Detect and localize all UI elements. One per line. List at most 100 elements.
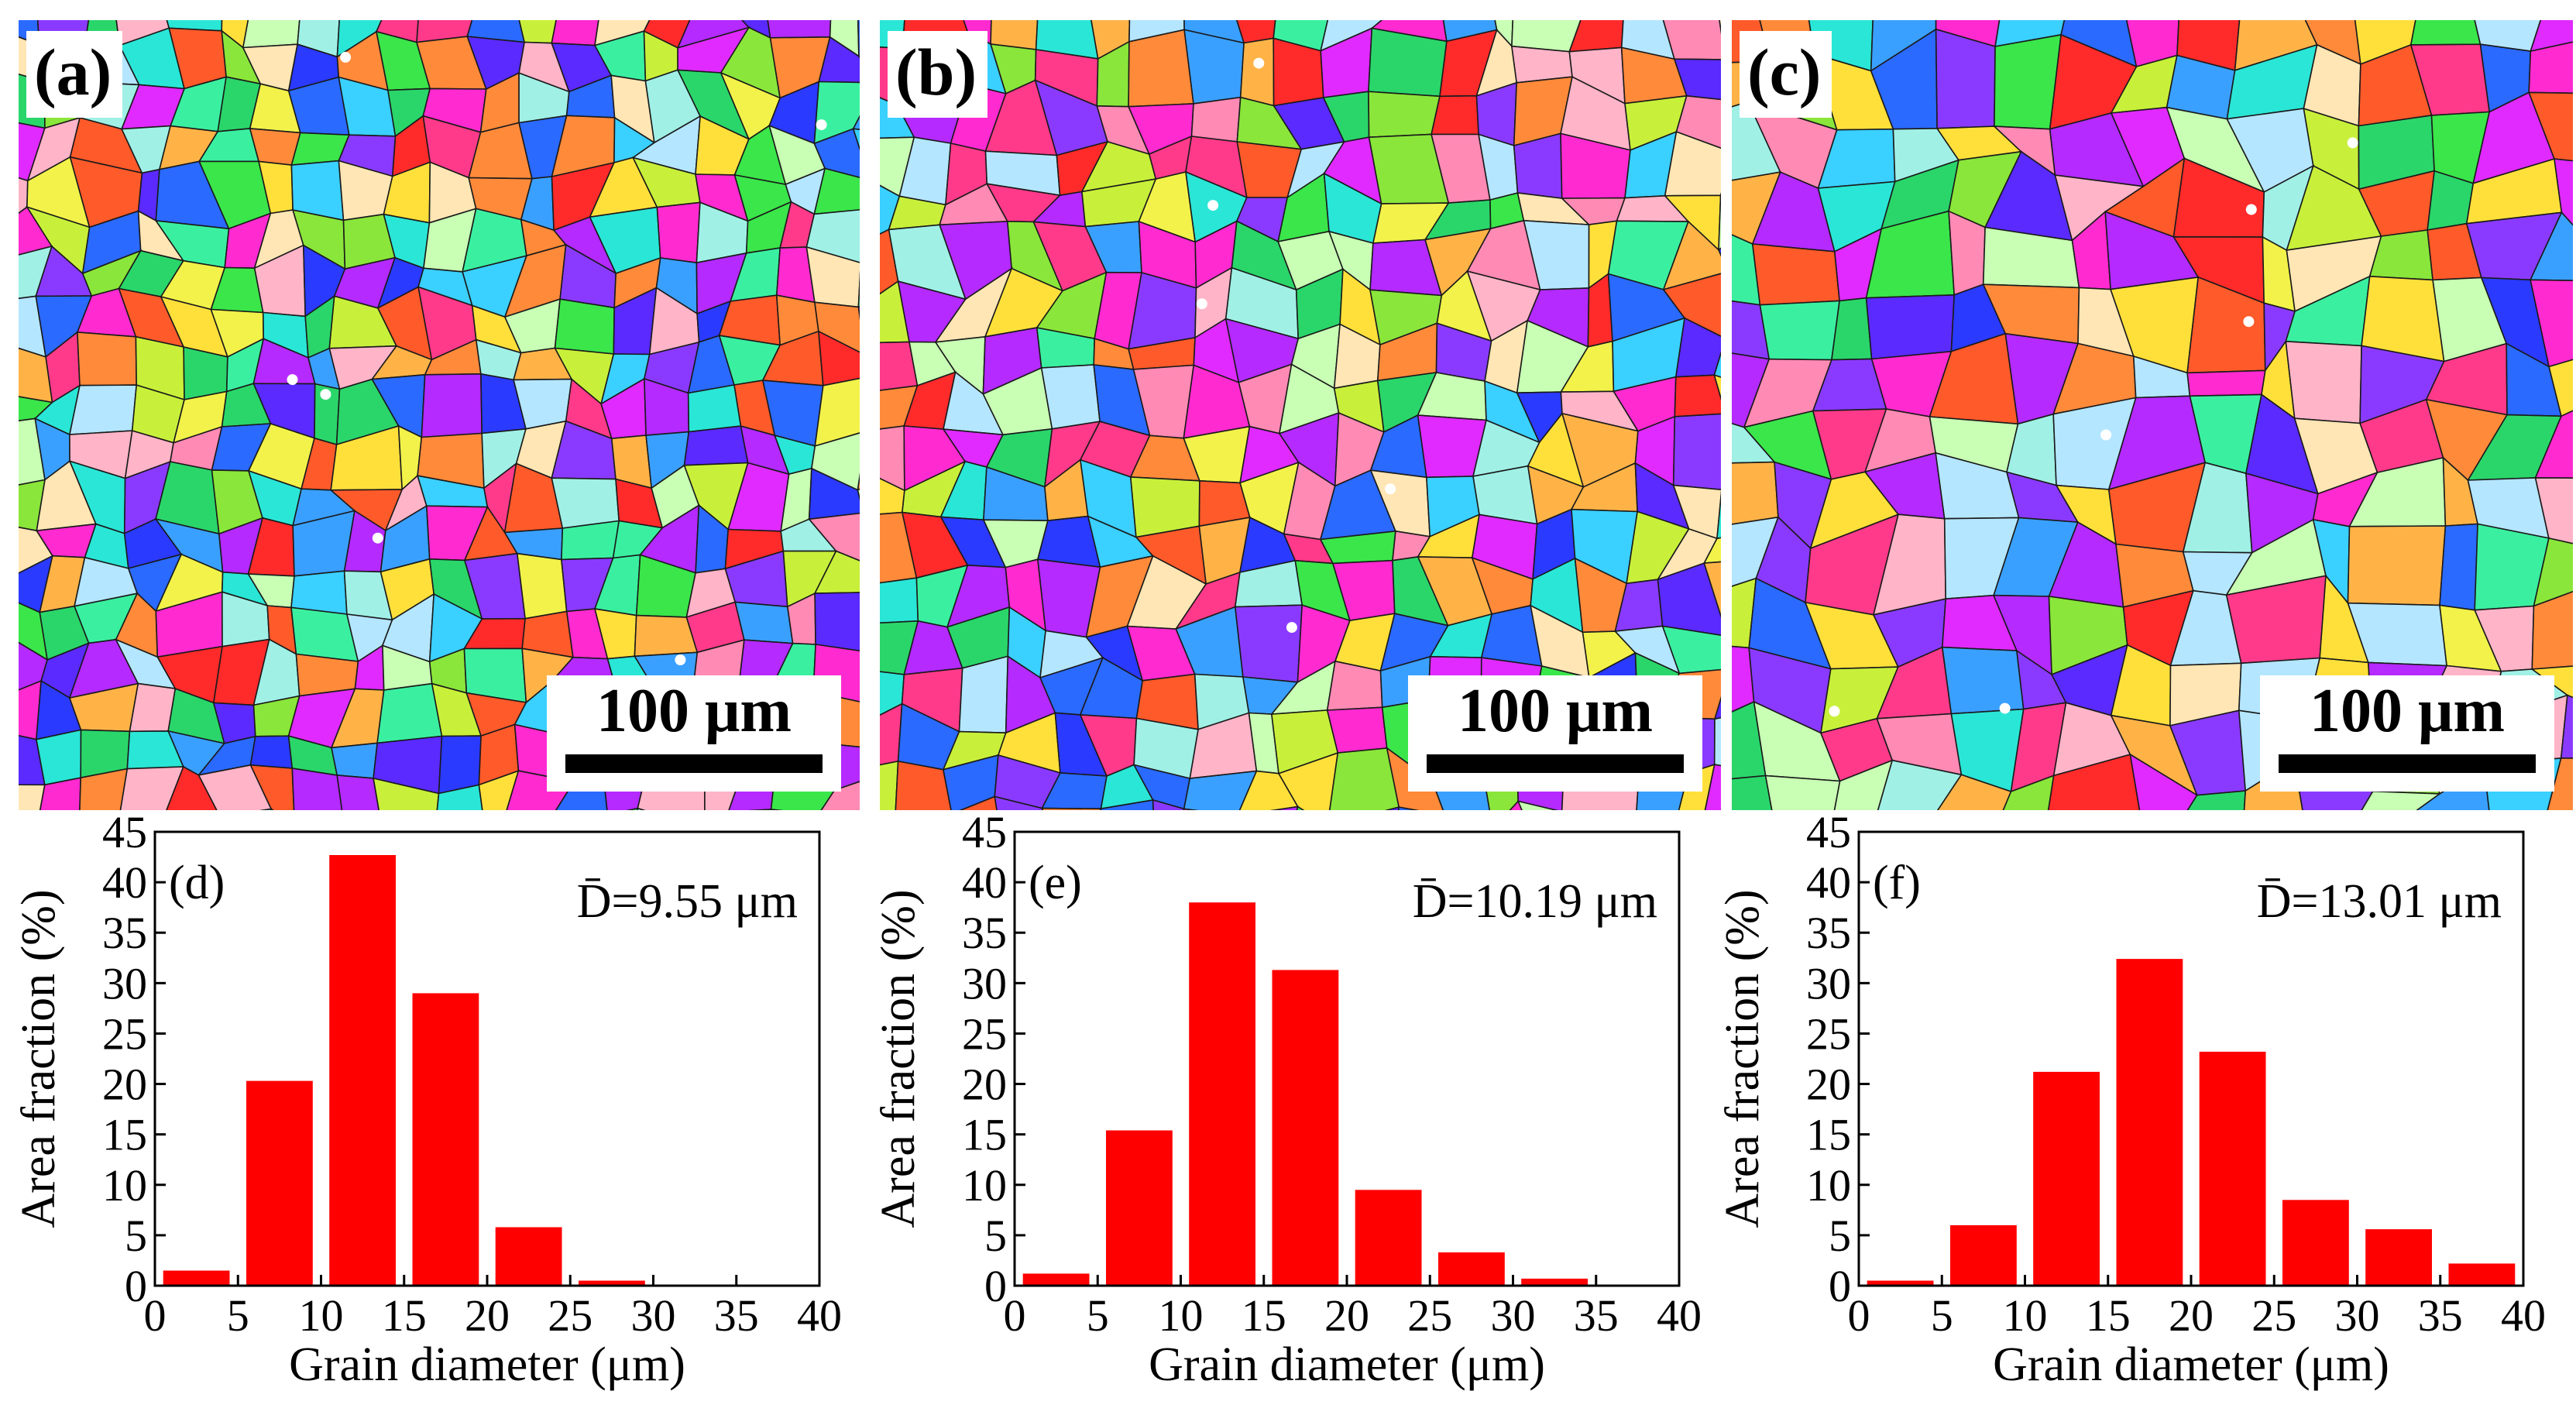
y-tick-label: 40 [962,857,1007,908]
bar [1867,1280,1934,1286]
y-tick-label: 25 [102,1008,147,1059]
x-tick-label: 30 [1491,1290,1536,1341]
unindexed-point [2243,316,2255,328]
grain [818,36,860,84]
grain [2534,410,2573,479]
grain [1673,58,1721,101]
unindexed-point [1196,298,1207,310]
grain [683,425,749,466]
grain [857,306,860,321]
ebsd-map-b: (b) 100 μm [880,20,1721,810]
grain [2002,775,2055,810]
grain [421,373,483,438]
x-tick-label: 5 [1931,1290,1953,1341]
unindexed-point [816,119,827,131]
x-tick-label: 20 [1324,1290,1369,1341]
grain [2439,523,2478,611]
grain [857,20,860,57]
grain [767,20,832,39]
grain [1674,374,1721,417]
grain [656,201,701,264]
x-tick-label: 0 [144,1290,167,1341]
grain [290,570,348,615]
bar [1022,1273,1090,1286]
grain [1398,806,1420,810]
unindexed-point [675,654,686,665]
x-tick-label: 5 [1087,1290,1109,1341]
grain [2534,477,2573,544]
grain [1277,751,1339,810]
grain [1713,696,1721,720]
y-tick-label: 30 [1806,958,1851,1008]
bar [1950,1224,2017,1286]
histogram-e: 0 5 10 15 20 25 30 35 40 0 5 10 15 20 25 30 35 40 45 Grain … [860,807,1719,1422]
x-tick-label: 15 [1242,1290,1286,1341]
scale-bar-label-a: 100 μm [596,677,792,745]
grain [734,601,794,644]
scale-bar-c [2279,754,2536,773]
panel-label-b: (b) [888,31,988,118]
grain [183,345,228,400]
grain [1326,706,1388,754]
bar [2448,1263,2516,1286]
grain [516,552,568,620]
unindexed-point [2347,137,2358,149]
x-tick-label: 0 [1004,1290,1026,1341]
grain [813,128,860,179]
x-tick-label: 20 [465,1290,510,1341]
bar [2116,959,2183,1286]
x-tick-label: 40 [797,1290,842,1341]
y-tick-label: 45 [1806,807,1851,857]
grain [1672,413,1721,491]
y-axis-title: Area fraction (%) [12,889,65,1228]
grain [129,682,177,733]
grain [1040,364,1101,430]
grain [1704,764,1721,810]
grain [2531,590,2573,670]
grain [2533,537,2573,607]
grain [39,777,82,810]
grain [249,764,295,810]
y-axis-title: Area fraction (%) [1716,889,1769,1228]
grain-map-a [19,20,860,810]
mean-diameter-label: D̄=9.55 μm [577,875,798,928]
bar [2033,1071,2100,1286]
unindexed-point [1385,483,1396,495]
panel-label: (e) [1029,857,1082,909]
x-tick-label: 25 [548,1290,592,1341]
grain [1183,29,1245,105]
y-tick-label: 20 [962,1060,1007,1110]
grain [2129,753,2198,810]
grain [2530,279,2573,368]
x-tick-label: 0 [1848,1290,1870,1341]
grain [637,807,646,810]
grain [2548,359,2573,417]
grain [119,766,184,810]
panel-label: (f) [1873,857,1921,909]
grain [857,472,860,492]
grain [1384,806,1400,810]
bar [2365,1229,2432,1286]
y-tick-label: 35 [962,908,1007,958]
grain [35,729,82,786]
grain [1764,775,1841,810]
histogram-d: 0 5 10 15 20 25 30 35 40 0 5 10 15 20 25 30 35 40 45 Grain … [0,807,860,1422]
grain [1716,490,1721,540]
grain [68,384,138,435]
bar [495,1227,562,1286]
scale-bar-box-a: 100 μm [547,675,841,792]
grain [2560,694,2573,759]
bar [163,1270,230,1286]
grain [813,167,860,215]
unindexed-point [2245,204,2257,215]
grain [1877,759,1963,810]
unindexed-point [320,389,331,400]
y-tick-label: 10 [962,1160,1007,1211]
grain [259,808,273,810]
x-tick-label: 15 [382,1290,427,1341]
bar [1106,1130,1173,1286]
grain [1713,351,1721,378]
grain [2528,41,2573,94]
grain [1661,625,1721,675]
x-tick-label: 15 [2086,1290,2131,1341]
